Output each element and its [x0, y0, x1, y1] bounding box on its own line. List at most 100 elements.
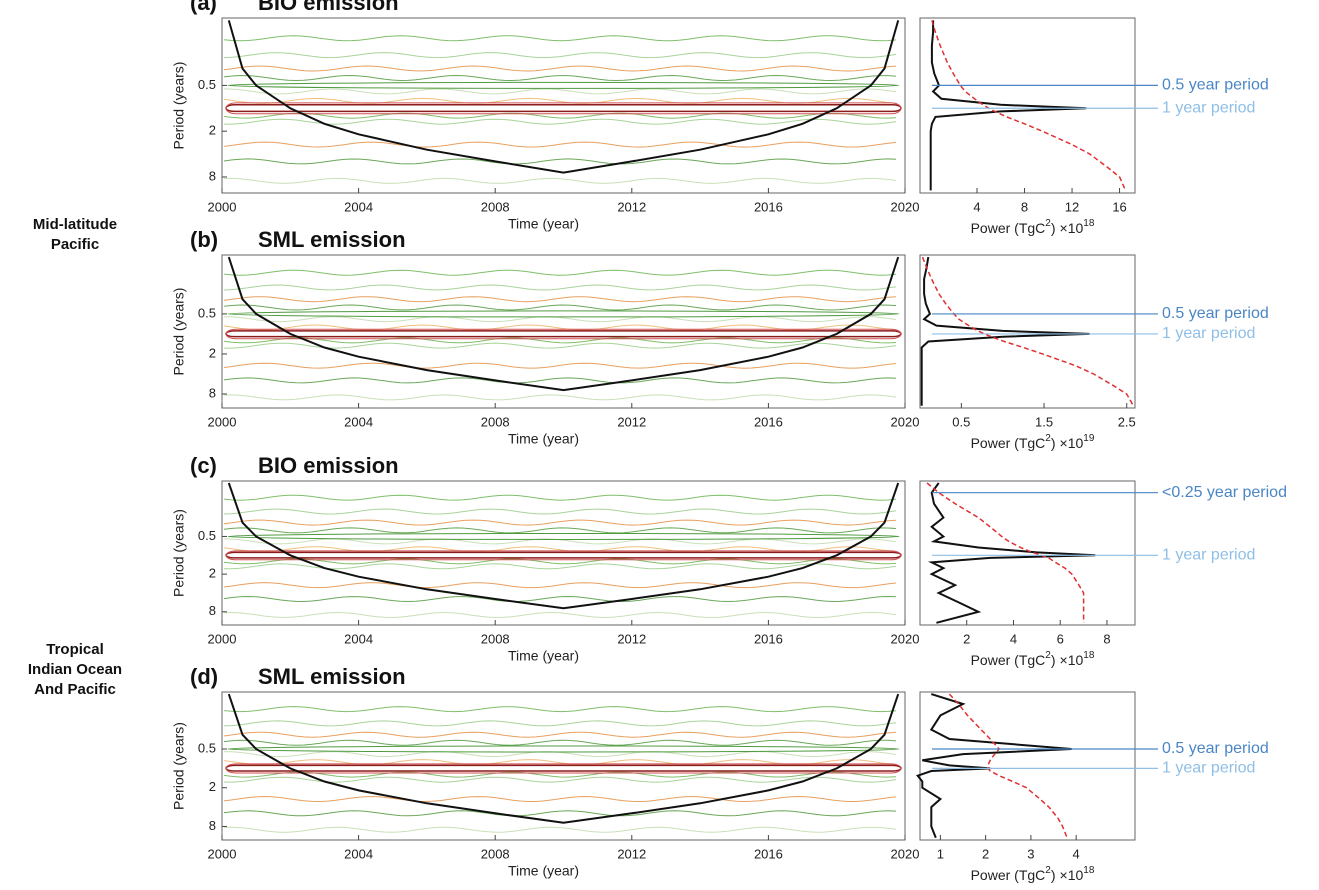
- panel-title: BIO emission: [258, 453, 399, 478]
- contour-line: [223, 35, 897, 42]
- group-label: And Pacific: [34, 681, 116, 698]
- panel-label: (b): [190, 227, 218, 252]
- x-axis-label-part: Power (TgC: [971, 652, 1046, 668]
- contour-line: [223, 706, 897, 713]
- cone-of-influence: [227, 482, 900, 610]
- contour-line: [223, 337, 897, 344]
- y-tick-label: 0.5: [198, 77, 216, 92]
- contour-line: [224, 118, 897, 125]
- panel-label: (d): [190, 664, 218, 689]
- x-tick-label: 12: [1065, 199, 1079, 214]
- x-axis-label-part: ×10: [1060, 652, 1084, 668]
- contour-line: [223, 595, 897, 603]
- contour-line: [223, 177, 897, 184]
- x-tick-label: 1.5: [1035, 414, 1053, 429]
- x-axis-label-part: ): [1051, 220, 1056, 236]
- contour-line: [223, 65, 897, 72]
- x-axis-label-part: 2: [1045, 865, 1051, 876]
- x-axis-label: Time (year): [508, 863, 579, 879]
- x-tick-label: 2008: [481, 414, 510, 429]
- panel-title: SML emission: [258, 227, 406, 252]
- y-tick-label: 0.5: [198, 528, 216, 543]
- contour-line: [223, 611, 897, 619]
- panel-title: BIO emission: [258, 0, 399, 15]
- x-axis-label-part: 19: [1083, 433, 1095, 444]
- annotation: 0.5 year period: [1162, 305, 1269, 322]
- y-tick-label: 0.5: [198, 305, 216, 320]
- x-tick-label: 4: [973, 199, 980, 214]
- x-tick-label: 2012: [617, 846, 646, 861]
- x-tick-label: 2000: [208, 414, 237, 429]
- contour-line: [223, 582, 897, 589]
- contour-line: [223, 377, 897, 384]
- contour-band: [227, 310, 900, 318]
- x-tick-label: 2012: [617, 199, 646, 214]
- x-tick-label: 2008: [481, 846, 510, 861]
- contour-line: [223, 558, 897, 565]
- y-tick-label: 2: [209, 123, 216, 138]
- x-tick-label: 2000: [208, 199, 237, 214]
- x-tick-label: 2020: [891, 414, 920, 429]
- group-label: Pacific: [51, 236, 99, 253]
- contour-line: [223, 284, 897, 291]
- annotation: 0.5 year period: [1162, 77, 1269, 94]
- x-tick-label: 2012: [617, 631, 646, 646]
- x-tick-label: 6: [1057, 631, 1064, 646]
- contour-line: [223, 731, 897, 738]
- x-tick-label: 2008: [481, 631, 510, 646]
- x-tick-label: 2000: [208, 846, 237, 861]
- x-tick-label: 2020: [891, 199, 920, 214]
- x-tick-label: 2000: [208, 631, 237, 646]
- x-tick-label: 0.5: [952, 414, 970, 429]
- y-tick-label: 8: [209, 385, 216, 400]
- x-axis-label-part: ×10: [1060, 220, 1084, 236]
- contour-line: [223, 112, 897, 119]
- contour-band: [227, 81, 900, 89]
- x-tick-label: 3: [1027, 846, 1034, 861]
- x-axis-label: Time (year): [508, 431, 579, 447]
- contour-line: [223, 739, 897, 746]
- x-tick-label: 2: [982, 846, 989, 861]
- x-axis-label-part: ): [1051, 435, 1056, 451]
- y-axis-label: Period (years): [171, 509, 187, 597]
- x-tick-label: 2020: [891, 631, 920, 646]
- contour-line: [223, 795, 897, 803]
- x-tick-label: 2.5: [1118, 414, 1136, 429]
- cone-of-influence: [227, 20, 900, 174]
- annotation: 1 year period: [1162, 100, 1255, 117]
- y-axis-label: Period (years): [171, 62, 187, 150]
- contour-line: [223, 296, 897, 303]
- group-label: Tropical: [46, 641, 104, 658]
- x-axis-label: Time (year): [508, 648, 579, 664]
- contour-line: [224, 563, 897, 570]
- y-axis-label: Period (years): [171, 288, 187, 376]
- contour-line: [223, 527, 897, 534]
- annotation: 1 year period: [1162, 325, 1255, 342]
- contour-line: [223, 269, 897, 276]
- annotation: 1 year period: [1162, 547, 1255, 564]
- x-tick-label: 4: [1010, 631, 1017, 646]
- contour-band: [225, 550, 902, 561]
- x-axis-label: Power (TgC2) ×1018: [971, 218, 1095, 236]
- y-tick-label: 2: [209, 345, 216, 360]
- y-axis-label: Period (years): [171, 722, 187, 810]
- contour-line: [223, 720, 897, 727]
- contour-line: [223, 508, 897, 515]
- contour-line: [223, 826, 897, 833]
- x-tick-label: 2020: [891, 846, 920, 861]
- plot-frame: [919, 480, 1136, 626]
- cone-of-influence: [227, 693, 900, 824]
- contour-line: [224, 776, 897, 783]
- x-axis-label: Power (TgC2) ×1018: [971, 865, 1095, 883]
- contour-line: [223, 494, 897, 501]
- x-axis-label-part: Power (TgC: [971, 867, 1046, 883]
- x-axis-label-part: 2: [1045, 218, 1051, 229]
- y-tick-label: 8: [209, 603, 216, 618]
- x-tick-label: 2004: [344, 199, 373, 214]
- x-axis-label-part: ×10: [1060, 867, 1084, 883]
- contour-line: [223, 304, 897, 311]
- x-axis-label-part: Power (TgC: [971, 435, 1046, 451]
- x-tick-label: 2008: [481, 199, 510, 214]
- x-axis-label-part: 18: [1083, 218, 1095, 229]
